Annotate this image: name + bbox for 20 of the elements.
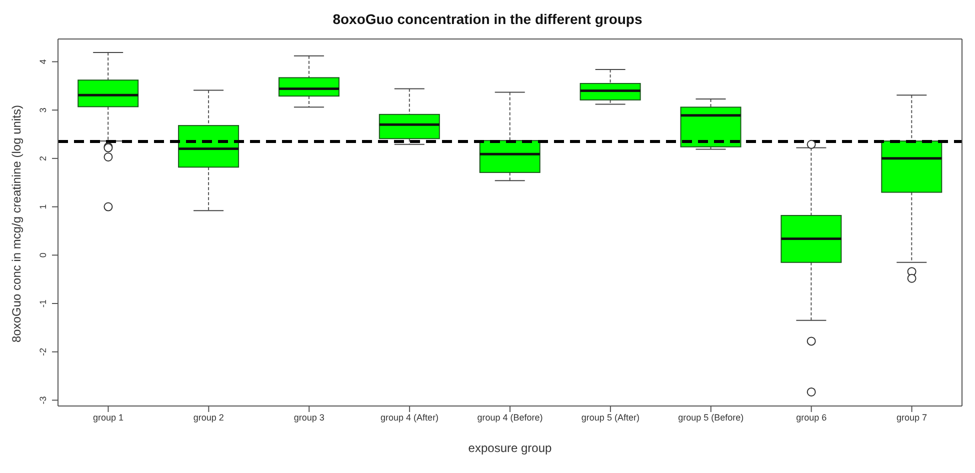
y-tick-label: 1 — [38, 204, 48, 210]
x-tick-label: group 2 — [193, 412, 224, 422]
x-tick-label: group 6 — [796, 412, 827, 422]
y-tick-label: -1 — [38, 299, 48, 308]
x-tick-label: group 4 (Before) — [477, 412, 543, 422]
y-tick-label: 3 — [38, 108, 48, 113]
x-tick-label: group 7 — [896, 412, 928, 422]
y-tick-label: 2 — [38, 156, 48, 161]
x-tick-label: group 5 (After) — [581, 412, 640, 422]
y-tick-label: 4 — [38, 59, 48, 64]
y-tick-label: 0 — [38, 252, 48, 258]
x-tick-label: group 4 (After) — [380, 412, 439, 422]
x-tick-label: group 5 (Before) — [678, 412, 744, 422]
y-axis-title: 8oxoGuo conc in mcg/g creatinine (log units) — [9, 105, 24, 342]
x-tick-label: group 3 — [294, 412, 324, 422]
x-tick-label: group 1 — [92, 412, 124, 422]
y-tick-label: -3 — [38, 396, 48, 404]
chart-title: 8oxoGuo concentration in the different groups — [332, 10, 644, 29]
x-axis-title: exposure group — [468, 441, 552, 455]
y-tick-label: -2 — [38, 348, 48, 356]
